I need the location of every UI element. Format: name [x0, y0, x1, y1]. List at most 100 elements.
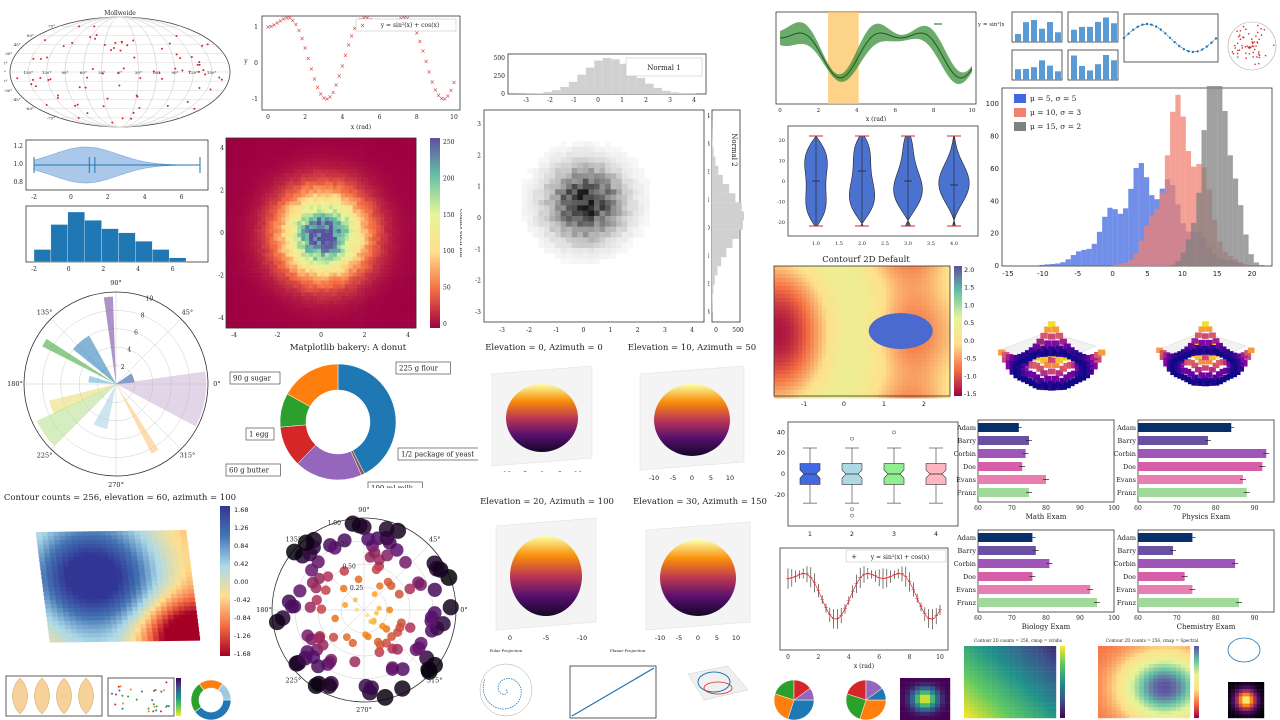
heat-cell	[257, 177, 262, 182]
heat-cell	[261, 145, 266, 151]
heat-cell	[321, 284, 326, 289]
heat-cell	[336, 324, 342, 329]
heat-cell	[273, 141, 278, 147]
contourf-cell	[846, 282, 851, 287]
heat-cell	[241, 201, 247, 206]
heat-cell	[328, 161, 334, 167]
histside-ytick: 2	[708, 169, 710, 176]
heat-cell	[412, 320, 417, 325]
heat-cell	[273, 272, 278, 277]
heat-cell	[372, 225, 377, 230]
heat-cell	[404, 308, 409, 313]
contourf-cbar-tick: 2.0	[964, 266, 974, 274]
mollweide-point	[196, 63, 199, 66]
heat-cell	[321, 177, 326, 182]
heat-cell	[348, 276, 353, 281]
heat-cell	[324, 320, 330, 325]
polbar-wedge	[73, 335, 116, 384]
minipolar-point	[1256, 56, 1258, 58]
heat-cell	[229, 209, 235, 214]
gray2d-cell	[571, 210, 578, 217]
contourf-cell	[842, 378, 847, 383]
heat-cell	[285, 233, 290, 238]
gray2d-cell	[632, 178, 639, 185]
contourf-cell	[894, 350, 899, 355]
surface-cell	[1001, 356, 1010, 363]
heat-cell	[261, 181, 266, 186]
contourf-cell	[898, 366, 903, 371]
heat-cell	[245, 304, 251, 309]
heat-cell	[388, 217, 393, 222]
hist3-legend-swatch	[1014, 122, 1026, 131]
heat-cell	[348, 280, 353, 285]
contourf-cell	[902, 370, 907, 375]
surface-3d-a	[998, 321, 1106, 391]
hist3-xtick: 0	[1110, 270, 1114, 278]
heat-cell	[404, 173, 409, 178]
gray2d-cell	[605, 189, 611, 195]
gray2d-cell	[627, 194, 634, 201]
heat-cell	[249, 149, 255, 155]
contourf-2d: Contourf 2D Default2.01.51.00.50.0-0.5-1…	[773, 255, 977, 408]
hist3-bar	[1075, 251, 1082, 266]
heat-cell	[336, 221, 342, 226]
heat-cell	[229, 300, 235, 305]
heat-cell	[332, 256, 338, 262]
heat-cbar-tick: 200	[443, 175, 455, 182]
gray2d-cell	[605, 242, 611, 249]
heat-cell	[384, 181, 389, 186]
contourf-cell	[810, 294, 815, 299]
contourf-cell	[842, 278, 847, 283]
heat-cell	[237, 197, 243, 202]
contourf-cell	[902, 362, 907, 367]
gray2d-cell	[544, 157, 550, 163]
heat-cell	[412, 229, 417, 234]
contourf-cell	[802, 314, 807, 319]
contourf-cell	[926, 318, 931, 323]
contourf-cell	[874, 362, 879, 367]
heat-cell	[293, 296, 298, 301]
minipolar-point	[1231, 50, 1234, 53]
heat-cell	[273, 312, 278, 317]
contourf-cell	[942, 286, 947, 291]
heat-cell	[226, 292, 231, 297]
heat-cell	[336, 264, 342, 269]
contourf-cell	[862, 374, 867, 379]
contourf-cell	[858, 290, 863, 295]
polbar-spoke	[115, 318, 182, 385]
heat-cell	[372, 138, 377, 143]
heat-cell	[309, 217, 314, 222]
heat-cell	[233, 197, 239, 202]
contourf-cell	[934, 294, 939, 299]
heat-cell	[293, 209, 298, 214]
heat-cell	[344, 308, 350, 313]
sine-point: ×	[427, 69, 432, 76]
heat-cell	[297, 252, 302, 258]
contourf-cell	[942, 366, 947, 371]
heat-cell	[281, 304, 286, 309]
heat-cell	[285, 197, 290, 202]
contourf-cell	[774, 314, 779, 319]
contourf-cell	[934, 362, 939, 367]
contourf-cell	[942, 270, 947, 275]
contourf-cell	[818, 270, 823, 275]
contourf-cell	[934, 282, 939, 287]
heat-cell	[372, 248, 377, 254]
gray2d-cell	[521, 200, 528, 206]
heat-cell	[273, 256, 278, 262]
heat-cell	[245, 248, 251, 254]
heat-cell	[332, 296, 338, 301]
heat-cell	[412, 193, 417, 198]
contourf-cell	[830, 322, 835, 327]
histside-ytick: 1	[708, 197, 710, 204]
heat-cell	[269, 312, 274, 317]
contourf-cell	[870, 266, 875, 271]
contourf-cell	[934, 326, 939, 331]
gray2d-xtick: 2	[636, 327, 640, 334]
contourf-cell	[898, 362, 903, 367]
heat-cell	[388, 145, 393, 151]
heat-cell	[257, 300, 262, 305]
heat-cell	[301, 308, 306, 313]
heat-cell	[392, 217, 397, 222]
contourf-cell	[786, 330, 791, 335]
